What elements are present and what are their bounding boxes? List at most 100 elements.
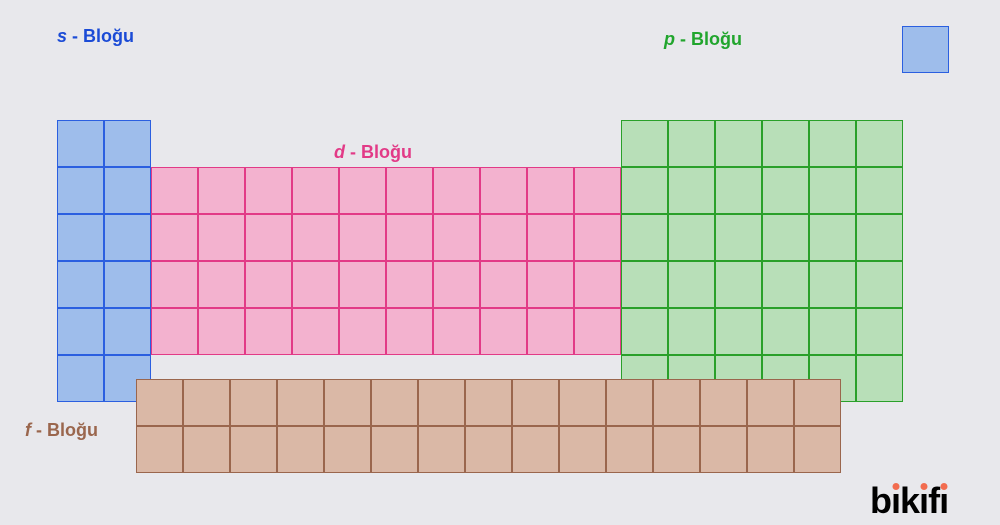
d-cell	[151, 261, 198, 308]
d-cell	[527, 308, 574, 355]
p-cell	[715, 120, 762, 167]
s-cell	[104, 120, 151, 167]
d-cell	[433, 167, 480, 214]
p-cell	[809, 167, 856, 214]
p-block-label-prefix: p	[664, 29, 675, 49]
f-cell	[324, 379, 371, 426]
f-cell	[183, 426, 230, 473]
p-cell	[762, 167, 809, 214]
f-cell	[136, 379, 183, 426]
p-cell	[856, 120, 903, 167]
p-cell	[762, 120, 809, 167]
p-cell	[809, 214, 856, 261]
f-block-label: f - Bloğu	[25, 420, 98, 441]
f-cell	[230, 379, 277, 426]
p-cell	[715, 308, 762, 355]
d-cell	[245, 167, 292, 214]
f-cell	[606, 426, 653, 473]
p-cell	[809, 261, 856, 308]
d-cell	[480, 167, 527, 214]
d-cell	[386, 214, 433, 261]
d-cell	[433, 308, 480, 355]
p-cell	[668, 308, 715, 355]
f-cell	[794, 426, 841, 473]
d-cell	[433, 214, 480, 261]
s-cell	[57, 214, 104, 261]
d-block-label: d - Bloğu	[334, 142, 412, 163]
d-cell	[245, 261, 292, 308]
d-cell	[339, 167, 386, 214]
p-cell	[621, 308, 668, 355]
f-cell	[700, 379, 747, 426]
d-cell	[198, 167, 245, 214]
p-cell	[715, 167, 762, 214]
s-block-label: s - Bloğu	[57, 26, 134, 47]
p-cell	[621, 167, 668, 214]
f-block-label-text: - Bloğu	[31, 420, 98, 440]
f-cell	[700, 426, 747, 473]
s-cell	[104, 167, 151, 214]
d-cell	[574, 261, 621, 308]
brand-logo-text: bıkıfı	[870, 480, 948, 521]
d-cell	[339, 261, 386, 308]
brand-logo-dot-icon	[920, 483, 927, 490]
d-cell	[480, 214, 527, 261]
d-cell	[292, 214, 339, 261]
p-cell	[809, 120, 856, 167]
f-cell	[136, 426, 183, 473]
d-cell	[480, 261, 527, 308]
d-cell	[527, 167, 574, 214]
s-cell	[57, 308, 104, 355]
f-cell	[465, 426, 512, 473]
s-cell	[104, 261, 151, 308]
d-cell	[198, 214, 245, 261]
d-cell	[292, 308, 339, 355]
p-cell	[621, 261, 668, 308]
f-cell	[371, 426, 418, 473]
p-block-label: p - Bloğu	[664, 29, 742, 50]
f-cell	[559, 426, 606, 473]
s-block-label-prefix: s	[57, 26, 67, 46]
d-cell	[386, 308, 433, 355]
p-cell	[715, 214, 762, 261]
d-cell	[574, 308, 621, 355]
f-cell	[747, 379, 794, 426]
brand-logo-dot-icon	[892, 483, 899, 490]
brand-logo-dot-icon	[940, 483, 947, 490]
d-cell	[151, 308, 198, 355]
f-cell	[606, 379, 653, 426]
p-cell	[809, 308, 856, 355]
f-cell	[324, 426, 371, 473]
d-cell	[292, 167, 339, 214]
s-cell	[57, 355, 104, 402]
d-cell	[198, 308, 245, 355]
s-cell	[104, 308, 151, 355]
d-cell	[574, 214, 621, 261]
d-block-label-prefix: d	[334, 142, 345, 162]
d-cell	[386, 261, 433, 308]
p-cell	[856, 167, 903, 214]
p-cell	[668, 261, 715, 308]
p-cell	[668, 120, 715, 167]
p-cell	[856, 214, 903, 261]
p-cell	[762, 261, 809, 308]
p-cell	[856, 261, 903, 308]
p-cell	[856, 308, 903, 355]
f-cell	[418, 426, 465, 473]
s-cell	[57, 261, 104, 308]
p-cell	[762, 214, 809, 261]
f-cell	[653, 379, 700, 426]
p-cell	[668, 167, 715, 214]
f-cell	[465, 379, 512, 426]
s-cell	[104, 214, 151, 261]
f-cell	[230, 426, 277, 473]
s-cell	[57, 120, 104, 167]
d-cell	[245, 308, 292, 355]
d-cell	[574, 167, 621, 214]
s-cell	[57, 167, 104, 214]
p-cell	[715, 261, 762, 308]
d-cell	[151, 214, 198, 261]
d-cell	[151, 167, 198, 214]
d-cell	[527, 261, 574, 308]
brand-logo: bıkıfı	[870, 480, 948, 522]
